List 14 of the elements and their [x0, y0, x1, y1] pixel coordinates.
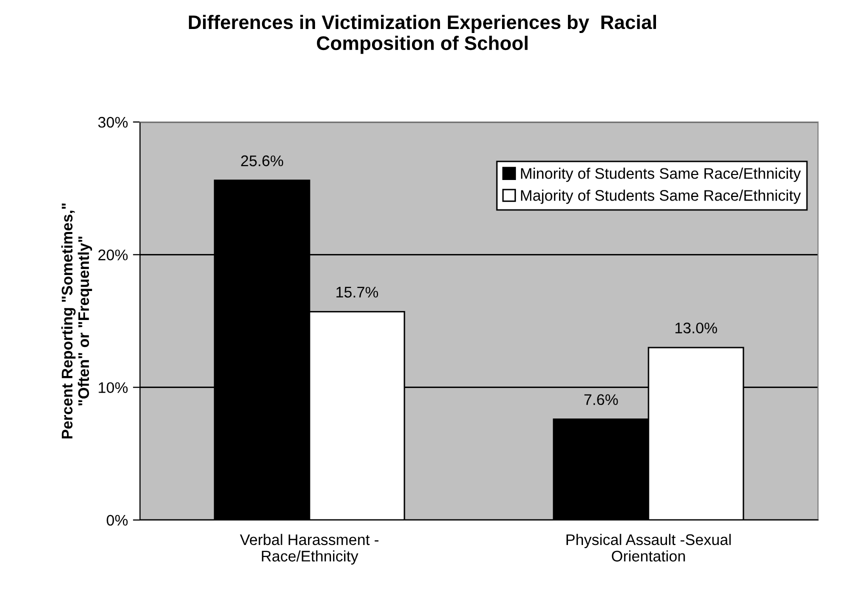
data-label: 15.7% [336, 286, 378, 298]
legend-label: Minority of Students Same Race/Ethnicity [521, 168, 801, 182]
y-tick-label: 10% [98, 382, 128, 394]
y-tick-label: 30% [98, 116, 128, 128]
y-tick-label: 0% [106, 514, 128, 526]
y-axis-title: Percent Reporting "Sometimes," "Often" or "Frequently" [61, 204, 92, 438]
y-tick-label: 20% [98, 250, 128, 260]
data-label: 7.6% [584, 394, 618, 406]
x-tick-label: Verbal Harassment - Race/Ethnicity [240, 534, 378, 565]
chart-title: Differences in Victimization Experiences by Racial Composition of School [188, 14, 656, 54]
legend-label: Majority of Students Same Race/Ethnicity [521, 190, 801, 204]
data-label: 13.0% [675, 322, 718, 334]
x-tick-label: Physical Assault -Sexual Orientation [566, 534, 731, 562]
data-label: 25.6% [241, 155, 284, 166]
